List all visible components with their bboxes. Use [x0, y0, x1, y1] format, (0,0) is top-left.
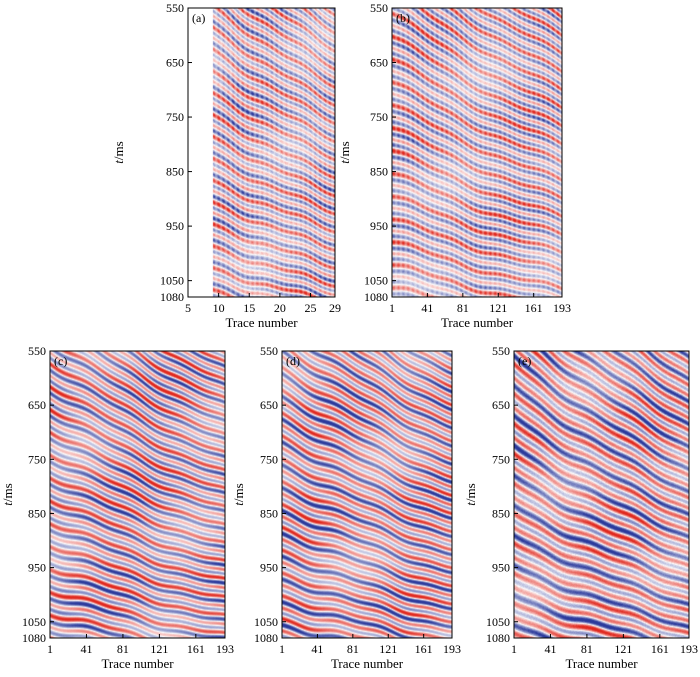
x-axis-label: Trace number	[331, 656, 404, 671]
x-axis-label: Trace number	[441, 315, 514, 330]
seismic-image-c	[50, 351, 225, 638]
x-tick-label: 193	[553, 301, 571, 315]
panel-label: (a)	[192, 11, 205, 25]
y-axis-label: t/ms	[337, 141, 352, 163]
x-tick-label: 1	[47, 642, 53, 656]
y-tick-label: 650	[166, 56, 184, 70]
y-tick-label: 1050	[160, 274, 184, 288]
panel-label: (c)	[54, 354, 67, 368]
y-tick-label: 550	[260, 344, 278, 358]
y-tick-label: 650	[370, 56, 388, 70]
y-tick-label: 750	[370, 110, 388, 124]
y-tick-label: 850	[260, 506, 278, 520]
y-tick-label: 950	[492, 561, 510, 575]
x-tick-label: 29	[329, 301, 341, 315]
plot-frame	[281, 350, 453, 639]
y-tick-label: 750	[492, 452, 510, 466]
plot-frame	[49, 350, 226, 639]
x-tick-label: 161	[415, 642, 433, 656]
y-tick-label: 850	[28, 506, 46, 520]
x-tick-label: 1	[389, 301, 395, 315]
y-tick-label: 1080	[160, 290, 184, 304]
x-tick-label: 1	[279, 642, 285, 656]
y-tick-label: 1050	[486, 615, 510, 629]
x-tick-label: 161	[651, 642, 669, 656]
x-axis-label: Trace number	[225, 315, 298, 330]
y-tick-label: 950	[260, 561, 278, 575]
y-tick-label: 1080	[364, 290, 388, 304]
y-tick-label: 550	[166, 1, 184, 15]
x-tick-label: 121	[379, 642, 397, 656]
y-axis-label: t/ms	[111, 141, 126, 163]
y-tick-label: 550	[492, 344, 510, 358]
x-axis-label: Trace number	[101, 656, 174, 671]
plot-frame	[187, 7, 336, 298]
x-tick-label: 121	[150, 642, 168, 656]
panel-label: (e)	[518, 354, 531, 368]
y-axis-label: t/ms	[231, 483, 246, 505]
y-tick-label: 1050	[254, 615, 278, 629]
y-tick-label: 650	[28, 398, 46, 412]
x-tick-label: 5	[185, 301, 191, 315]
x-tick-label: 41	[311, 642, 323, 656]
x-tick-label: 161	[525, 301, 543, 315]
y-tick-label: 550	[370, 1, 388, 15]
y-tick-label: 650	[260, 398, 278, 412]
x-tick-label: 193	[216, 642, 234, 656]
y-tick-label: 750	[28, 452, 46, 466]
y-tick-label: 850	[166, 165, 184, 179]
y-tick-label: 1050	[364, 274, 388, 288]
x-tick-label: 81	[457, 301, 469, 315]
x-tick-label: 25	[305, 301, 317, 315]
x-axis-label: Trace number	[565, 656, 638, 671]
x-tick-label: 193	[680, 642, 698, 656]
x-tick-label: 10	[213, 301, 225, 315]
y-tick-label: 750	[166, 110, 184, 124]
y-tick-label: 550	[28, 344, 46, 358]
x-tick-label: 20	[274, 301, 286, 315]
x-tick-label: 81	[117, 642, 129, 656]
x-tick-label: 81	[347, 642, 359, 656]
x-tick-label: 161	[187, 642, 205, 656]
y-tick-label: 1050	[22, 615, 46, 629]
y-tick-label: 850	[492, 506, 510, 520]
y-tick-label: 1080	[254, 631, 278, 645]
y-tick-label: 950	[166, 219, 184, 233]
seismic-image-d	[282, 351, 452, 638]
plot-frame	[513, 350, 690, 639]
y-tick-label: 950	[28, 561, 46, 575]
x-tick-label: 121	[489, 301, 507, 315]
seismic-image-b	[392, 8, 562, 297]
x-tick-label: 193	[443, 642, 461, 656]
y-tick-label: 850	[370, 165, 388, 179]
x-tick-label: 1	[511, 642, 517, 656]
y-tick-label: 1080	[22, 631, 46, 645]
y-tick-label: 950	[370, 219, 388, 233]
panel-label: (d)	[286, 354, 300, 368]
y-tick-label: 1080	[486, 631, 510, 645]
x-tick-label: 121	[614, 642, 632, 656]
plot-frame	[391, 7, 563, 298]
y-tick-label: 750	[260, 452, 278, 466]
seismic-image-e	[514, 351, 689, 638]
x-tick-label: 41	[544, 642, 556, 656]
panel-label: (b)	[396, 11, 410, 25]
x-tick-label: 41	[80, 642, 92, 656]
seismic-image-a	[188, 8, 335, 297]
y-axis-label: t/ms	[0, 483, 15, 505]
y-axis-label: t/ms	[463, 483, 478, 505]
y-tick-label: 650	[492, 398, 510, 412]
x-tick-label: 15	[243, 301, 255, 315]
x-tick-label: 41	[421, 301, 433, 315]
x-tick-label: 81	[581, 642, 593, 656]
